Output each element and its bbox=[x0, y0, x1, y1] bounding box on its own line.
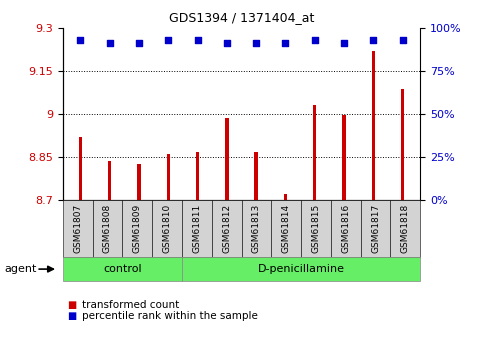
Point bbox=[399, 37, 407, 42]
Bar bbox=[255, 152, 258, 200]
Text: GSM61814: GSM61814 bbox=[282, 204, 291, 253]
Text: GSM61812: GSM61812 bbox=[222, 204, 231, 253]
Bar bbox=[371, 51, 375, 200]
Text: GSM61807: GSM61807 bbox=[73, 204, 82, 253]
Bar bbox=[196, 152, 199, 200]
Text: GSM61818: GSM61818 bbox=[401, 204, 410, 253]
Bar bbox=[342, 115, 346, 200]
Bar bbox=[108, 161, 112, 200]
Text: GSM61813: GSM61813 bbox=[252, 204, 261, 253]
Bar bbox=[225, 118, 228, 200]
Point bbox=[340, 40, 348, 46]
Point bbox=[223, 40, 231, 46]
Text: GSM61817: GSM61817 bbox=[371, 204, 380, 253]
Bar bbox=[167, 154, 170, 200]
Text: GSM61816: GSM61816 bbox=[341, 204, 350, 253]
Text: GSM61815: GSM61815 bbox=[312, 204, 320, 253]
Point bbox=[282, 40, 289, 46]
Point bbox=[311, 37, 319, 42]
Text: agent: agent bbox=[5, 264, 37, 274]
Bar bbox=[79, 137, 82, 200]
Point bbox=[252, 40, 260, 46]
Bar bbox=[137, 164, 141, 200]
Text: GSM61808: GSM61808 bbox=[103, 204, 112, 253]
Text: GSM61810: GSM61810 bbox=[163, 204, 171, 253]
Text: control: control bbox=[103, 264, 142, 274]
Point bbox=[194, 37, 201, 42]
Bar bbox=[284, 194, 287, 200]
Title: GDS1394 / 1371404_at: GDS1394 / 1371404_at bbox=[169, 11, 314, 24]
Bar bbox=[401, 89, 404, 200]
Text: transformed count: transformed count bbox=[82, 300, 179, 310]
Point bbox=[135, 40, 143, 46]
Text: ■: ■ bbox=[68, 300, 77, 310]
Text: GSM61809: GSM61809 bbox=[133, 204, 142, 253]
Bar bbox=[313, 105, 316, 200]
Text: ■: ■ bbox=[68, 311, 77, 321]
Point bbox=[164, 37, 172, 42]
Text: percentile rank within the sample: percentile rank within the sample bbox=[82, 311, 258, 321]
Point bbox=[106, 40, 114, 46]
Point bbox=[76, 37, 84, 42]
Text: GSM61811: GSM61811 bbox=[192, 204, 201, 253]
Text: D-penicillamine: D-penicillamine bbox=[257, 264, 344, 274]
Point bbox=[369, 37, 377, 42]
